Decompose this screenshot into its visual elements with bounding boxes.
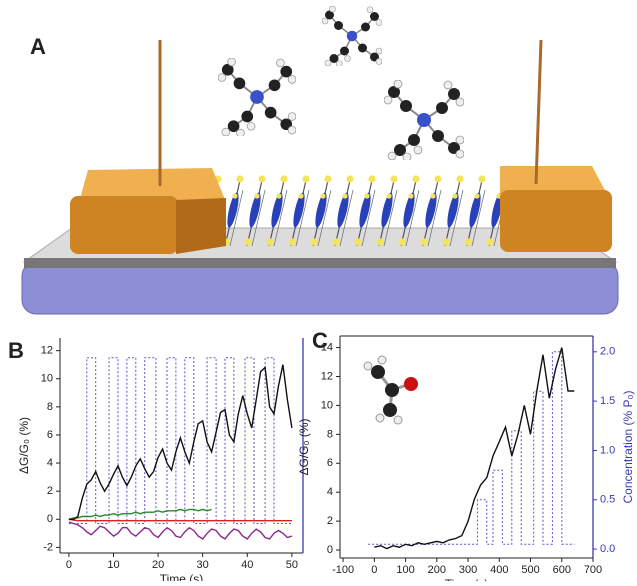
y-tick-label: -2 (43, 541, 53, 553)
x-tick-label: -100 (332, 564, 354, 576)
panel-label: B (8, 338, 24, 363)
x-tick-label: 500 (521, 564, 539, 576)
y2-tick-label: 2.0 (600, 346, 615, 358)
data-line (69, 365, 292, 520)
y-tick-label: 8 (327, 428, 333, 440)
data-line (69, 509, 212, 519)
y-tick-label: 8 (47, 401, 53, 413)
y-tick-label: 12 (321, 370, 333, 382)
x-tick-label: 0 (371, 564, 377, 576)
panel-label: A (30, 34, 46, 59)
page: {"panel_labels": ["A", "B", "C"], "chart… (0, 0, 637, 586)
y-tick-label: 4 (47, 457, 53, 469)
y-axis-label: ΔG/G₀ (%) (17, 417, 31, 474)
y2-axis-label: Concentration (% P₀) (621, 390, 635, 503)
x-tick-label: 10 (107, 559, 119, 571)
device-illustration (22, 6, 618, 314)
y-tick-label: 14 (321, 341, 333, 353)
x-tick-label: 50 (286, 559, 298, 571)
x-tick-label: 100 (396, 564, 414, 576)
x-tick-label: 30 (197, 559, 209, 571)
y-tick-label: 12 (41, 345, 53, 357)
y2-tick-label: 1.0 (600, 444, 615, 456)
y2-tick-label: 0.5 (600, 494, 615, 506)
data-line (69, 522, 292, 539)
x-tick-label: 20 (152, 559, 164, 571)
y-tick-label: 6 (327, 457, 333, 469)
x-tick-label: 700 (584, 564, 602, 576)
x-tick-label: 40 (241, 559, 253, 571)
y-tick-label: 2 (327, 515, 333, 527)
y2-tick-label: 0.0 (600, 543, 615, 555)
y-axis-label: ΔG/G₀ (%) (297, 419, 311, 476)
y-tick-label: 10 (321, 399, 333, 411)
y-tick-label: 4 (327, 486, 333, 498)
x-axis-label: Time (s) (445, 577, 489, 581)
x-axis-label: Time (s) (160, 572, 204, 581)
y-tick-label: 0 (327, 544, 333, 556)
data-line (374, 348, 574, 549)
y-tick-label: 2 (47, 485, 53, 497)
y-tick-label: 6 (47, 429, 53, 441)
y-tick-label: 0 (47, 513, 53, 525)
y-tick-label: 10 (41, 373, 53, 385)
x-tick-label: 0 (66, 559, 72, 571)
data-line (69, 519, 292, 520)
y2-tick-label: 1.5 (600, 395, 615, 407)
x-tick-label: 600 (553, 564, 571, 576)
x-tick-label: 200 (428, 564, 446, 576)
data-line (368, 352, 574, 544)
x-tick-label: 400 (490, 564, 508, 576)
ketone-molecule (364, 356, 418, 424)
figure: A B C 01020304050-2024681012Time (s)ΔG/G… (0, 0, 637, 581)
x-tick-label: 300 (459, 564, 477, 576)
